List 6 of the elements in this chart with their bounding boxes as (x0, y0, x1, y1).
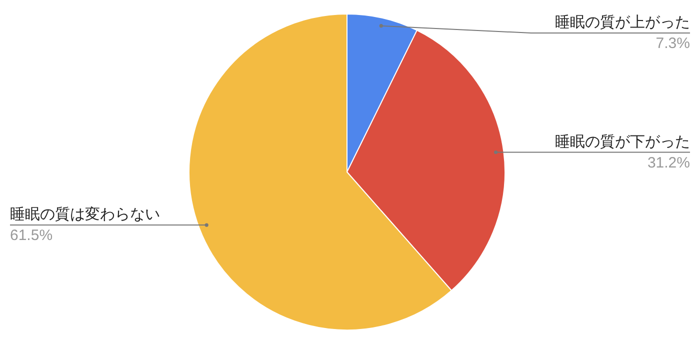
data-label: 7.3% (656, 35, 690, 52)
slice-label: 睡眠の質が下がった (555, 133, 690, 150)
data-label: 31.2% (647, 154, 690, 172)
slice-label: 睡眠の質は変わらない (10, 206, 160, 224)
slice-label: 睡眠の質が上がった (555, 14, 690, 31)
data-label: 61.5% (10, 227, 53, 244)
